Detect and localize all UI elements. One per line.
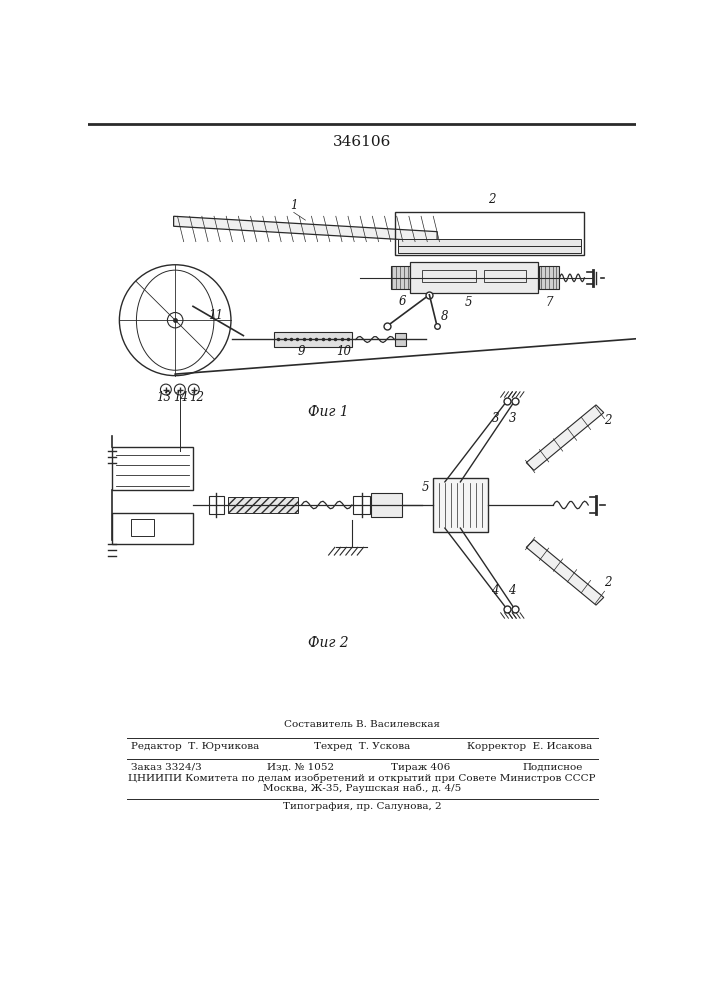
Bar xyxy=(371,493,402,517)
Text: Типография, пр. Салунова, 2: Типография, пр. Салунова, 2 xyxy=(283,802,441,811)
Text: 9: 9 xyxy=(298,345,305,358)
Text: 3: 3 xyxy=(491,412,499,425)
Text: Техред  Т. Ускова: Техред Т. Ускова xyxy=(314,742,410,751)
Text: Фиг 2: Фиг 2 xyxy=(308,636,349,650)
Text: Редактор  Т. Юрчикова: Редактор Т. Юрчикова xyxy=(131,742,259,751)
Polygon shape xyxy=(174,216,437,242)
Text: 14: 14 xyxy=(173,391,188,404)
Bar xyxy=(112,447,193,490)
Text: 10: 10 xyxy=(337,345,351,358)
Text: Фиг 1: Фиг 1 xyxy=(308,405,349,419)
Bar xyxy=(410,262,538,293)
Text: ЦНИИПИ Комитета по делам изобретений и открытий при Совете Министров СССР: ЦНИИПИ Комитета по делам изобретений и о… xyxy=(128,773,596,783)
Text: Корректор  Е. Исакова: Корректор Е. Исакова xyxy=(467,742,592,751)
Text: 2: 2 xyxy=(488,193,495,206)
Text: 5: 5 xyxy=(464,296,472,309)
Text: 6: 6 xyxy=(399,295,406,308)
Bar xyxy=(274,332,352,347)
Text: 2: 2 xyxy=(604,576,612,589)
Text: 8: 8 xyxy=(441,310,448,323)
Text: 1: 1 xyxy=(290,199,298,212)
Text: 4: 4 xyxy=(508,584,516,597)
Bar xyxy=(395,212,585,255)
Bar xyxy=(228,497,298,513)
Polygon shape xyxy=(526,405,604,470)
Text: 11: 11 xyxy=(209,309,223,322)
Bar xyxy=(421,270,476,282)
Text: 7: 7 xyxy=(546,296,554,309)
Text: 2: 2 xyxy=(604,414,612,427)
Bar xyxy=(433,478,488,532)
Text: 12: 12 xyxy=(189,391,204,404)
Bar xyxy=(398,246,580,253)
Polygon shape xyxy=(526,540,604,605)
Bar xyxy=(395,333,406,346)
Bar xyxy=(398,239,580,247)
Text: 3: 3 xyxy=(508,412,516,425)
Bar xyxy=(354,496,370,514)
Bar xyxy=(209,496,224,514)
Text: 4: 4 xyxy=(491,584,499,597)
Text: Изд. № 1052: Изд. № 1052 xyxy=(267,763,334,772)
Bar xyxy=(391,266,410,289)
Bar xyxy=(112,513,193,544)
Text: Москва, Ж-35, Раушская наб., д. 4/5: Москва, Ж-35, Раушская наб., д. 4/5 xyxy=(263,783,461,793)
Text: Подписное: Подписное xyxy=(522,763,583,772)
Bar xyxy=(484,270,526,282)
Text: 5: 5 xyxy=(421,481,429,494)
Bar xyxy=(131,519,154,536)
Text: 346106: 346106 xyxy=(333,135,391,149)
Text: Составитель В. Василевская: Составитель В. Василевская xyxy=(284,720,440,729)
Text: 13: 13 xyxy=(156,391,172,404)
Text: Тираж 406: Тираж 406 xyxy=(391,763,450,772)
Bar xyxy=(539,266,559,289)
Text: Заказ 3324/3: Заказ 3324/3 xyxy=(131,763,201,772)
